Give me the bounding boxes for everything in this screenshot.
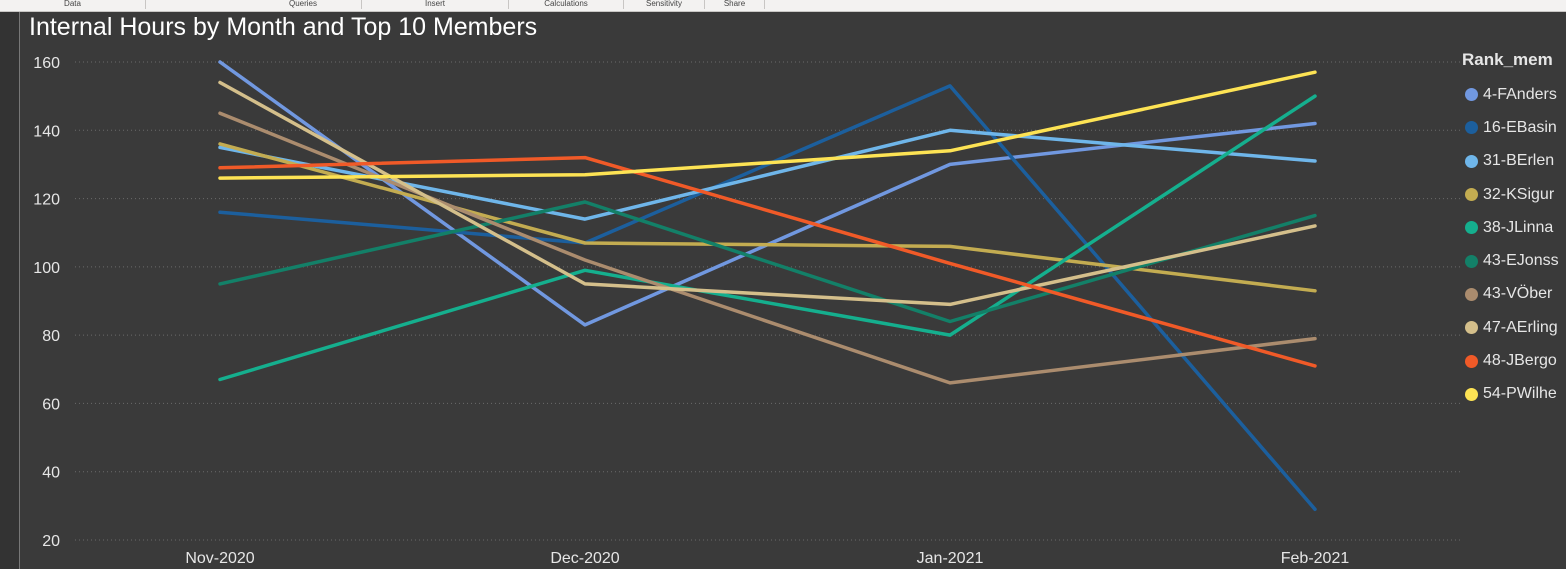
legend-title: Rank_mem [1462,50,1553,69]
ribbon-group-insert[interactable]: Insert [362,0,509,9]
y-tick-label-80: 80 [42,328,60,345]
legend-marker-icon [1465,88,1478,102]
series-line-8 [218,80,1317,307]
series-line-6 [218,200,1317,324]
y-tick-label-160: 160 [33,55,60,72]
y-tick-label-140: 140 [33,123,60,140]
y-tick-label-60: 60 [42,396,60,413]
legend-item-8[interactable]: 47-AErling [1462,311,1566,344]
series-line-5 [218,94,1317,382]
x-tick-label-jan-2021: Jan-2021 [917,550,984,567]
visual-left-edge [0,12,20,569]
legend-label: 43-EJonss [1483,252,1559,270]
legend-marker-icon [1465,287,1478,301]
series-line-7 [218,111,1317,385]
x-tick-label-feb-2021: Feb-2021 [1281,550,1350,567]
legend-marker-icon [1465,121,1478,135]
ribbon-group-share[interactable]: Share [705,0,765,9]
legend-label: 38-JLinna [1483,218,1554,236]
series-line-2 [218,84,1317,512]
series-line-9 [218,155,1317,368]
legend-label: 31-BErlen [1483,152,1555,170]
series-line-10 [218,70,1317,180]
legend-marker-icon [1465,387,1478,401]
legend-item-3[interactable]: 31-BErlen [1462,145,1566,178]
legend-label: 43-VÖber [1483,285,1553,303]
legend-item-4[interactable]: 32-KSigur [1462,178,1566,211]
legend-item-7[interactable]: 43-VÖber [1462,278,1566,311]
legend-label: 4-FAnders [1483,85,1557,103]
legend-item-1[interactable]: 4-FAnders [1462,78,1566,111]
legend-item-9[interactable]: 48-JBergo [1462,344,1566,377]
visual-border [19,12,20,569]
legend-item-10[interactable]: 54-PWilhe [1462,378,1566,411]
legend-marker-icon [1465,321,1478,335]
legend-marker-icon [1465,188,1478,202]
legend-item-2[interactable]: 16-EBasin [1462,111,1566,144]
ribbon-group-sensitivity[interactable]: Sensitivity [624,0,705,9]
legend-marker-icon [1465,154,1478,168]
series-line-1 [218,60,1317,327]
legend-label: 32-KSigur [1483,185,1555,203]
legend-items: 4-FAnders 16-EBasin 31-BErlen 32-KSigur 38-J… [1462,78,1566,411]
chart-title: Internal Hours by Month and Top 10 Membe… [29,13,538,41]
ribbon-group-calculations[interactable]: Calculations [509,0,624,9]
legend-label: 47-AErling [1483,318,1558,336]
y-tick-label-40: 40 [42,465,60,482]
ribbon-bar: Data Queries Insert Calculations Sensiti… [0,0,1566,12]
x-tick-label-nov-2020: Nov-2020 [185,550,254,567]
legend-item-5[interactable]: 38-JLinna [1462,211,1566,244]
y-tick-label-100: 100 [33,260,60,277]
x-tick-label-dec-2020: Dec-2020 [550,550,619,567]
legend-marker-icon [1465,354,1478,368]
legend-item-6[interactable]: 43-EJonss [1462,244,1566,277]
ribbon-group-data[interactable]: Data [0,0,146,9]
legend-marker-icon [1465,254,1478,268]
legend-label: 48-JBergo [1483,352,1557,370]
legend-marker-icon [1465,221,1478,235]
y-tick-label-20: 20 [42,533,60,550]
legend: Rank_mem 4-FAnders 16-EBasin 31-BErlen 32-K… [1462,50,1566,411]
ribbon-group-queries[interactable]: Queries [245,0,362,9]
legend-label: 16-EBasin [1483,118,1557,136]
y-tick-label-120: 120 [33,192,60,209]
legend-label: 54-PWilhe [1483,385,1557,403]
